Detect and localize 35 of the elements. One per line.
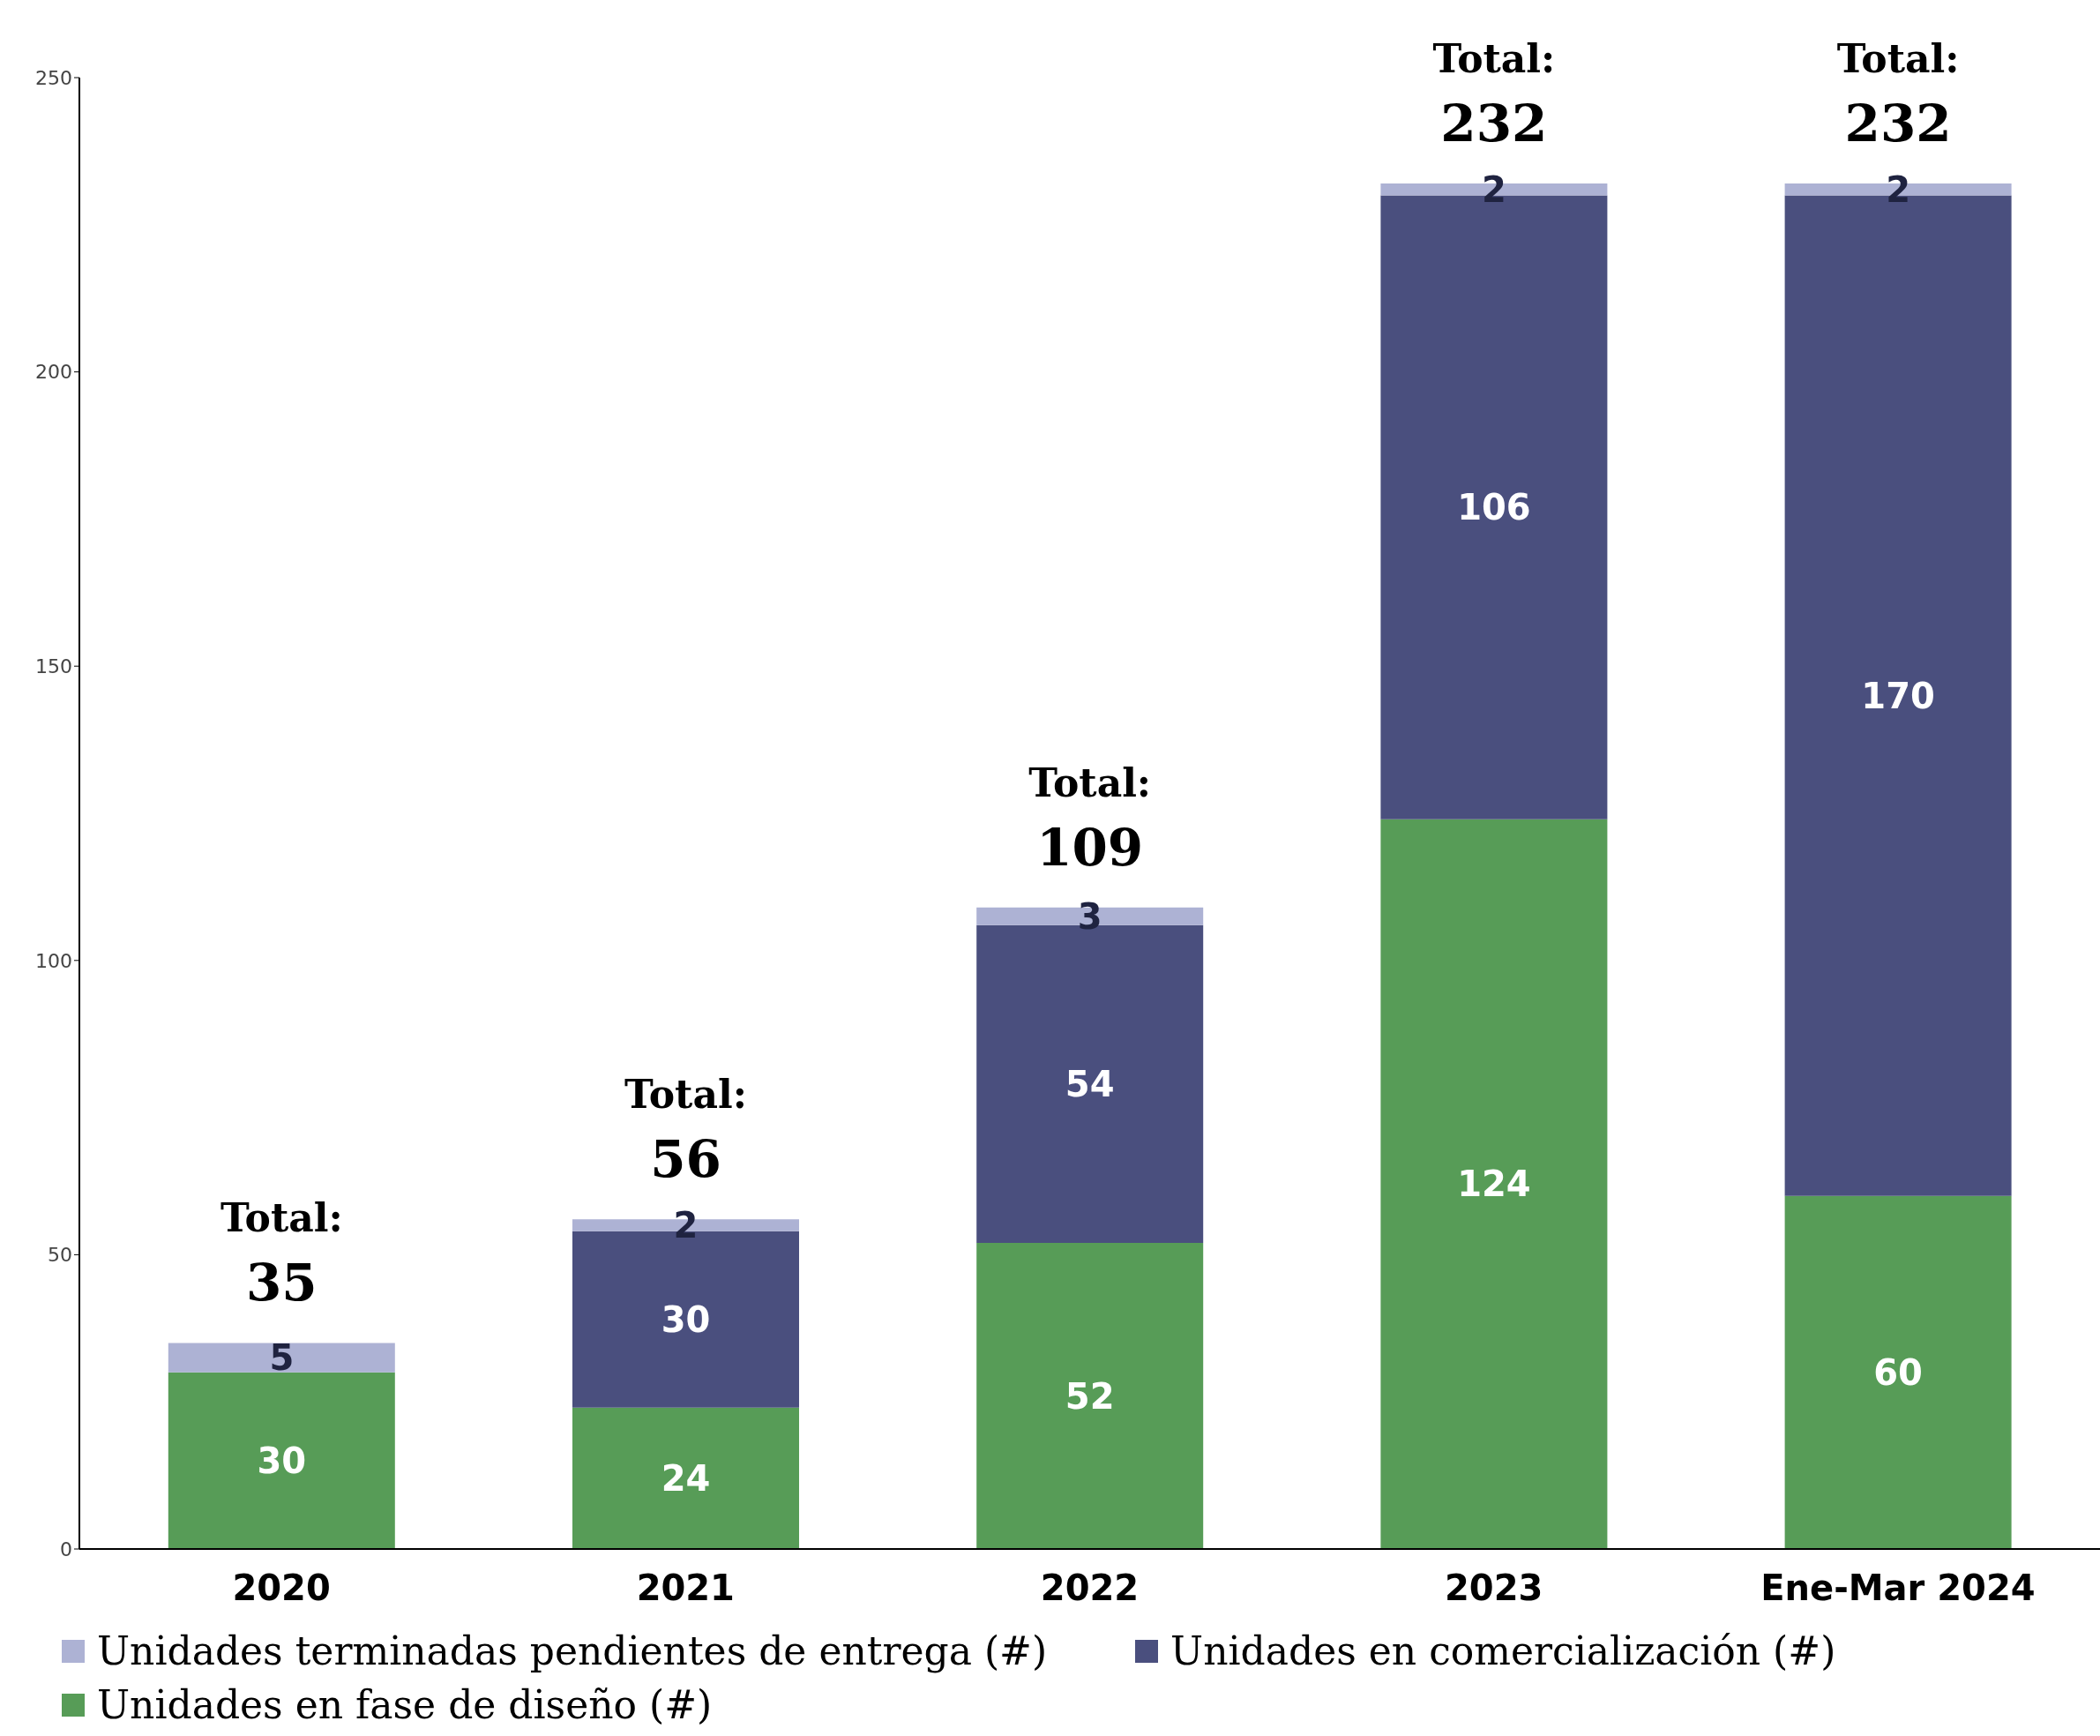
data-label: 60 <box>1873 1351 1923 1393</box>
data-label: 106 <box>1457 487 1531 528</box>
y-tick-label: 50 <box>48 1244 72 1267</box>
legend-label: Unidades en fase de diseño (#) <box>97 1682 713 1727</box>
data-label: 30 <box>257 1440 307 1481</box>
bar <box>168 1343 395 1373</box>
x-tick-label: Ene-Mar 2024 <box>1760 1568 2036 1609</box>
x-tick-label: 2023 <box>1445 1568 1543 1609</box>
x-tick-label: 2022 <box>1040 1568 1140 1609</box>
total-label: Total: 56 <box>624 1072 747 1190</box>
legend-label: Unidades terminadas pendientes de entrega (#) <box>97 1628 1048 1673</box>
data-label: 54 <box>1065 1063 1115 1104</box>
y-tick-label: 100 <box>35 949 72 972</box>
bar <box>976 1243 1204 1549</box>
total-label: Total: 35 <box>220 1195 343 1313</box>
x-tick-label: 2020 <box>232 1568 331 1609</box>
data-label: 124 <box>1457 1164 1531 1205</box>
data-label: 5 <box>269 1337 295 1379</box>
y-tick-label: 0 <box>60 1538 72 1560</box>
data-label: 170 <box>1861 675 1935 716</box>
y-tick-label: 150 <box>35 655 72 678</box>
bar <box>168 1372 395 1549</box>
x-tick-label: 2021 <box>636 1568 735 1609</box>
bar <box>1380 819 1608 1549</box>
y-tick-label: 200 <box>35 361 72 384</box>
total-label: Total: 109 <box>1028 760 1152 878</box>
bar <box>572 1407 799 1549</box>
y-tick-label: 250 <box>35 66 72 89</box>
data-label: 30 <box>661 1298 711 1340</box>
total-label: Total: 232 <box>1836 36 1960 154</box>
legend-label: Unidades en comercialización (#) <box>1170 1628 1836 1673</box>
bar <box>1784 1195 2012 1549</box>
data-label: 24 <box>661 1457 711 1499</box>
total-label: Total: 232 <box>1432 36 1556 154</box>
data-label: 52 <box>1065 1375 1115 1417</box>
